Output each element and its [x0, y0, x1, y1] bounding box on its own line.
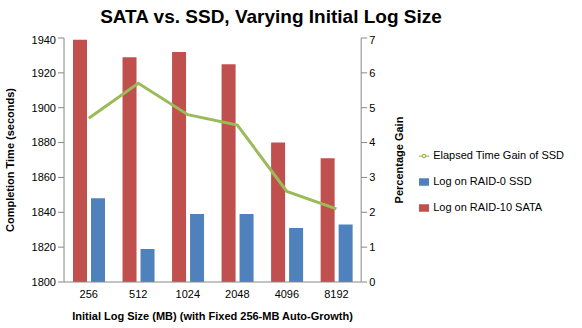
- svg-text:4096: 4096: [275, 288, 299, 300]
- svg-text:Percentage Gain: Percentage Gain: [393, 116, 405, 203]
- svg-text:1860: 1860: [32, 171, 56, 183]
- svg-text:Completion Time (seconds): Completion Time (seconds): [8, 88, 16, 232]
- svg-text:2: 2: [369, 206, 375, 218]
- html-text:Log on RAID-0 SSD: Log on RAID-0 SSD: [433, 175, 532, 187]
- svg-text:2048: 2048: [225, 288, 249, 300]
- html-text:SATA vs. SSD, Varying Initial: SATA vs. SSD, Varying Initial Log Size: [100, 6, 442, 27]
- svg-text:1: 1: [369, 241, 375, 253]
- svg-text:0: 0: [369, 276, 375, 288]
- svg-text:1940: 1940: [32, 34, 56, 46]
- svg-text:7: 7: [369, 34, 375, 46]
- html-text:Log on RAID-10 SATA: Log on RAID-10 SATA: [433, 201, 543, 213]
- svg-text:4: 4: [369, 136, 375, 148]
- svg-text:5: 5: [369, 102, 375, 114]
- svg-text:6: 6: [369, 67, 375, 79]
- svg-text:1800: 1800: [32, 276, 56, 288]
- html-text:Elapsed Time Gain of SSD: Elapsed Time Gain of SSD: [433, 149, 564, 161]
- svg-text:8192: 8192: [324, 288, 348, 300]
- svg-text:1820: 1820: [32, 241, 56, 253]
- svg-text:3: 3: [369, 171, 375, 183]
- svg-text:512: 512: [129, 288, 147, 300]
- svg-text:Initial Log Size (MB) (with Fi: Initial Log Size (MB) (with Fixed 256-MB…: [72, 310, 353, 322]
- svg-text:1920: 1920: [32, 67, 56, 79]
- svg-text:256: 256: [80, 288, 98, 300]
- svg-text:1024: 1024: [176, 288, 200, 300]
- svg-text:1840: 1840: [32, 206, 56, 218]
- svg-text:1880: 1880: [32, 136, 56, 148]
- svg-text:1900: 1900: [32, 102, 56, 114]
